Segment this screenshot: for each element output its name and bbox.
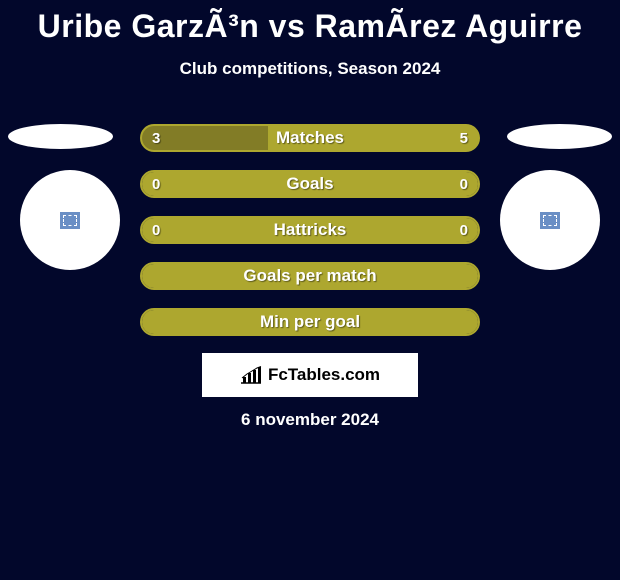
stat-value-left: 0 [152, 172, 160, 196]
stat-value-right: 0 [460, 172, 468, 196]
page-subtitle: Club competitions, Season 2024 [0, 59, 620, 79]
stat-value-right: 0 [460, 218, 468, 242]
stat-label: Goals per match [142, 264, 478, 288]
country-flag-left [8, 124, 113, 149]
club-badge-left [20, 170, 120, 270]
stat-label: Hattricks [142, 218, 478, 242]
country-flag-right [507, 124, 612, 149]
stat-row-goals_per_match: Goals per match [140, 262, 480, 290]
stat-row-goals: Goals0 0 [140, 170, 480, 198]
stat-label: Min per goal [142, 310, 478, 334]
branding-box: FcTables.com [202, 353, 418, 397]
stat-label: Matches [142, 126, 478, 150]
stat-value-left: 0 [152, 218, 160, 242]
branding-text: FcTables.com [268, 365, 380, 385]
placeholder-image-icon [540, 212, 560, 229]
stat-row-matches: Matches3 5 [140, 124, 480, 152]
comparison-bars: Matches35Goals00Hattricks00Goals per mat… [140, 124, 480, 354]
stat-value-right: 5 [460, 126, 468, 150]
stat-label: Goals [142, 172, 478, 196]
placeholder-image-icon [60, 212, 80, 229]
stat-row-hattricks: Hattricks0 0 [140, 216, 480, 244]
bar-chart-icon [240, 366, 262, 384]
page-title: Uribe GarzÃ³n vs RamÃ­rez Aguirre [0, 0, 620, 45]
stat-row-min_per_goal: Min per goal [140, 308, 480, 336]
stat-value-left: 3 [152, 126, 160, 150]
footer-date: 6 november 2024 [0, 410, 620, 430]
club-badge-right [500, 170, 600, 270]
